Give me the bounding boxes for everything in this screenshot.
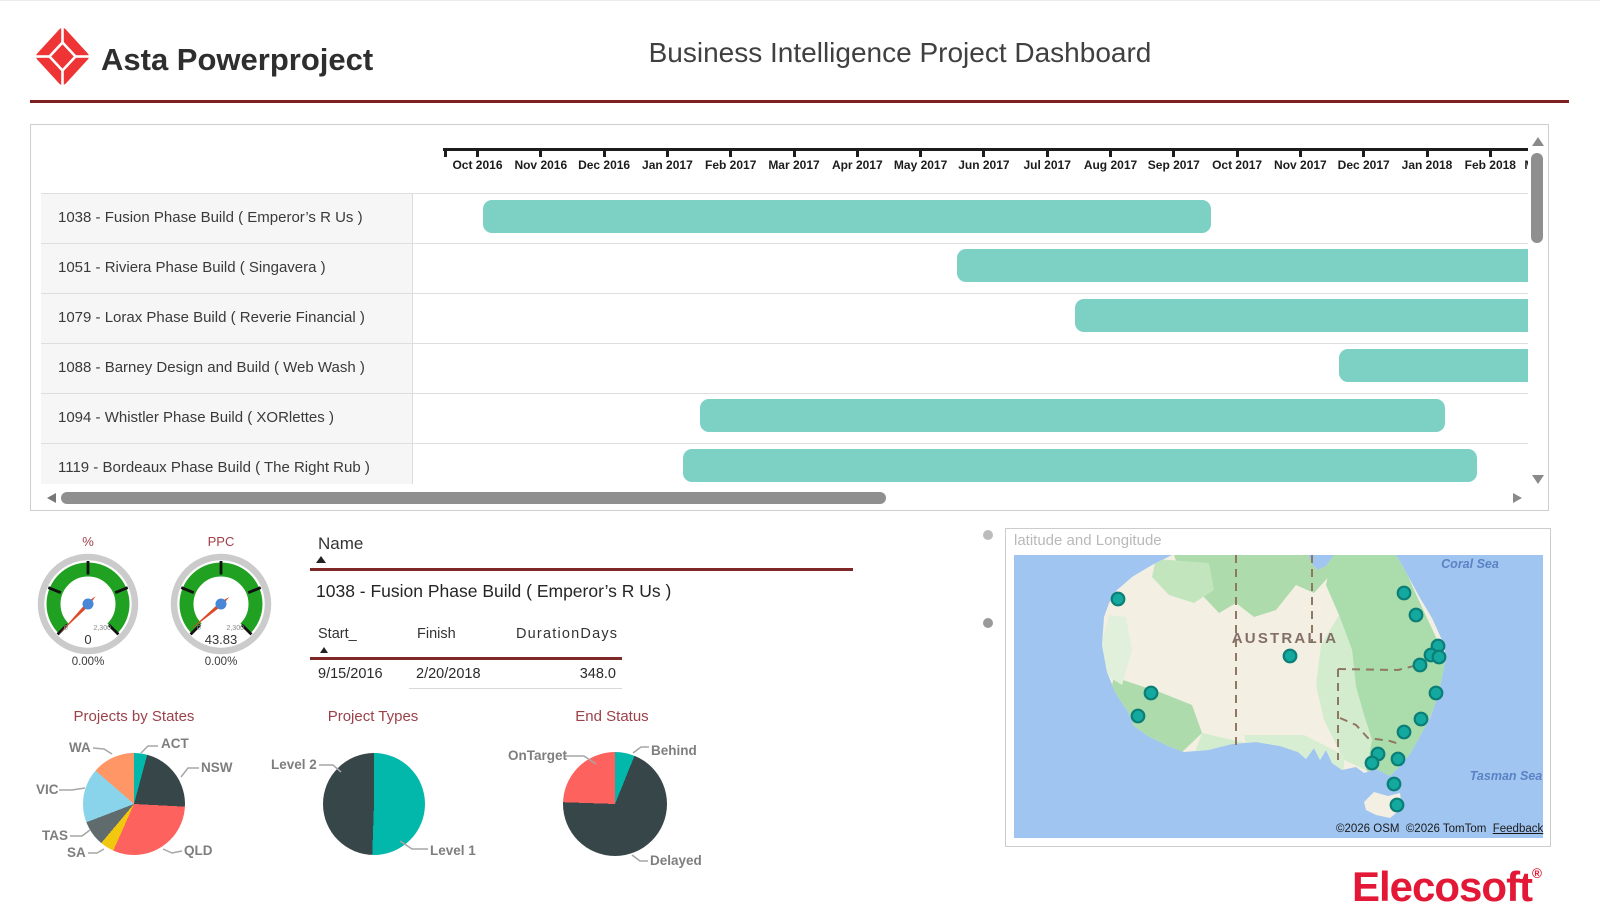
svg-text:2,300: 2,300	[93, 625, 111, 632]
svg-text:0: 0	[84, 632, 91, 647]
svg-text:2,300: 2,300	[226, 625, 244, 632]
svg-text:Tasman Sea: Tasman Sea	[1470, 769, 1543, 783]
svg-text:0: 0	[197, 625, 201, 632]
svg-text:AUSTRALIA: AUSTRALIA	[1232, 630, 1338, 647]
svg-text:Coral Sea: Coral Sea	[1441, 557, 1499, 571]
svg-text:0: 0	[64, 625, 68, 632]
svg-text:43.83: 43.83	[205, 632, 238, 647]
